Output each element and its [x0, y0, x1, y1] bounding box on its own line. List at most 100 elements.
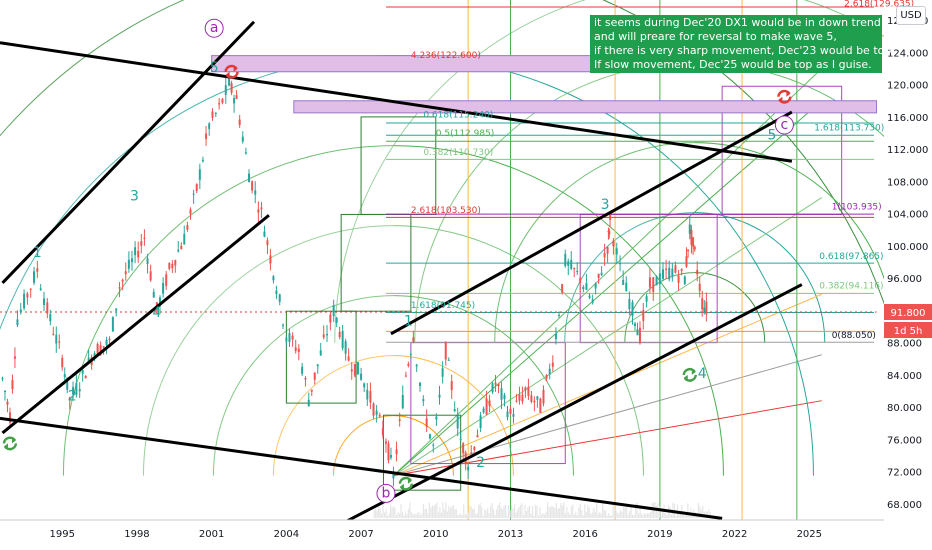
volume-bar: [629, 511, 631, 518]
volume-bar: [436, 502, 438, 518]
candle: [23, 293, 26, 309]
currency-label[interactable]: USD: [896, 6, 926, 25]
candle: [677, 275, 680, 283]
volume-bar: [392, 506, 395, 518]
candle: [39, 288, 42, 290]
candle: [612, 240, 615, 247]
y-tick-label: 116.000: [887, 113, 928, 124]
volume-bar: [373, 510, 375, 518]
candle: [16, 319, 19, 326]
candle: [479, 415, 482, 429]
volume-bar: [530, 513, 532, 518]
candle: [228, 78, 231, 86]
fib-label: 1.618(91.745): [411, 301, 475, 311]
volume-bar: [510, 504, 513, 518]
volume-bar: [564, 513, 566, 518]
volume-bar: [549, 507, 552, 518]
candle: [658, 273, 661, 284]
candle: [183, 233, 186, 245]
volume-bar: [634, 503, 637, 518]
fib-label: 1.618(113.730): [814, 124, 884, 134]
candle: [180, 245, 183, 250]
wave-label: 5: [767, 127, 776, 143]
volume-bar: [476, 513, 478, 518]
volume-bar: [602, 503, 604, 518]
candle: [192, 193, 195, 195]
candle: [456, 415, 459, 429]
candle: [149, 271, 152, 281]
fib-label: 1(103.935): [832, 203, 882, 213]
candle: [307, 399, 310, 407]
candle: [600, 272, 603, 275]
x-tick-label: 2025: [797, 529, 822, 540]
candle: [369, 391, 372, 403]
volume-bar: [651, 502, 653, 518]
volume-bar: [395, 515, 398, 518]
volume-bar: [570, 506, 572, 518]
candle: [260, 207, 263, 210]
volume-bar: [649, 512, 652, 518]
candle: [425, 418, 428, 427]
volume-bar: [642, 515, 644, 518]
volume-bar: [626, 506, 628, 518]
y-tick-label: 100.000: [887, 242, 928, 253]
candle: [683, 276, 686, 285]
volume-bar: [421, 513, 423, 518]
volume-bar: [488, 513, 490, 518]
candle: [171, 263, 174, 269]
volume-bar: [493, 509, 495, 518]
wave-circle: [774, 115, 794, 135]
fib-arc: [694, 212, 826, 343]
candle: [257, 209, 260, 213]
wave-label: 3: [601, 197, 610, 213]
candle: [579, 277, 582, 284]
volume-bar: [428, 502, 431, 518]
fib-arc: [272, 355, 394, 476]
candle: [108, 338, 111, 341]
volume-bar: [464, 514, 466, 518]
volume-bar: [445, 502, 447, 518]
volume-bar: [587, 505, 589, 518]
candle: [115, 308, 118, 311]
candle: [347, 356, 350, 361]
candle: [33, 271, 36, 283]
fib-label: 2.618(129.635): [844, 0, 914, 9]
fib-arc: [334, 0, 586, 343]
volume-bar: [708, 509, 710, 518]
candle: [622, 279, 625, 285]
annotation-note[interactable]: it seems during Dec'20 DX1 would be in d…: [590, 15, 895, 73]
volume-bar: [439, 506, 441, 518]
channel-line: [1, 20, 256, 285]
reversal-up-icon: [683, 374, 688, 381]
volume-bar: [518, 507, 520, 518]
candle: [530, 395, 533, 402]
volume-bar: [699, 506, 701, 518]
channel-line: [0, 416, 723, 520]
volume-bar: [661, 509, 664, 518]
candle: [3, 390, 6, 393]
candle: [1, 377, 4, 380]
volume-bar: [455, 508, 457, 518]
fib-arc: [393, 295, 574, 476]
volume-bar: [709, 511, 711, 518]
reversal-down-icon: [233, 65, 238, 72]
candle: [570, 259, 573, 269]
volume-bar: [437, 512, 439, 518]
candle: [233, 98, 236, 104]
volume-bar: [678, 513, 680, 518]
candle: [8, 412, 11, 423]
candle: [687, 249, 690, 252]
volume-bar: [623, 507, 625, 518]
volume-bar: [591, 512, 593, 518]
candle: [444, 342, 447, 360]
candle: [214, 113, 217, 115]
candle: [619, 263, 622, 265]
volume-bar: [537, 515, 540, 518]
candle: [476, 435, 479, 438]
candle: [524, 387, 527, 391]
y-tick-label: 96.000: [887, 274, 922, 285]
candle: [272, 276, 275, 281]
candle: [435, 416, 438, 420]
candle: [696, 269, 699, 275]
